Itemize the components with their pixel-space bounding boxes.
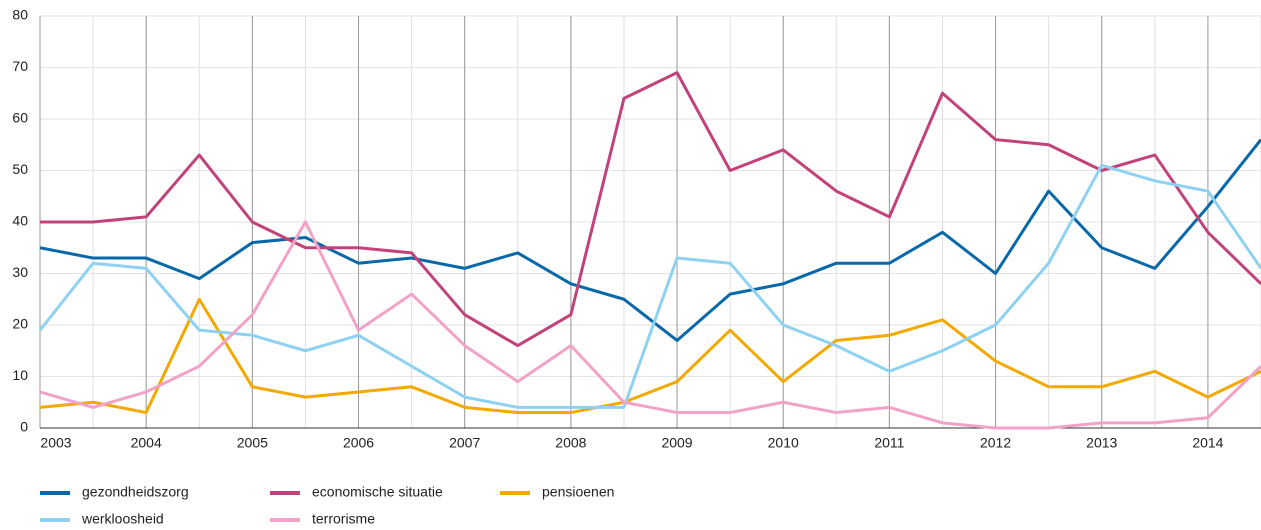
x-tick-label: 2009 <box>661 435 692 451</box>
y-tick-label: 30 <box>12 264 28 280</box>
series-line <box>38 163 1261 409</box>
x-tick-label: 2010 <box>768 435 799 451</box>
series-line <box>39 297 1261 415</box>
x-tick-label: 2006 <box>343 435 374 451</box>
y-tick-label: 40 <box>12 213 28 229</box>
y-tick-label: 60 <box>12 110 28 126</box>
x-tick-label: 2005 <box>237 435 268 451</box>
x-tick-label: 2014 <box>1192 435 1223 451</box>
x-tick-label: 2012 <box>980 435 1011 451</box>
series-line <box>39 138 1261 342</box>
y-tick-label: 10 <box>12 367 28 383</box>
legend-label: economische situatie <box>312 484 443 500</box>
series-line <box>40 71 1261 348</box>
y-tick-label: 0 <box>20 419 28 435</box>
legend-label: gezondheidszorg <box>82 484 189 500</box>
series-line <box>39 220 1261 430</box>
y-tick-label: 50 <box>12 161 28 177</box>
legend-label: werkloosheid <box>81 511 164 527</box>
x-tick-label: 2011 <box>874 435 904 451</box>
y-tick-label: 80 <box>12 7 28 23</box>
x-tick-label: 2008 <box>555 435 586 451</box>
x-tick-label: 2003 <box>40 435 71 451</box>
x-tick-label: 2004 <box>131 435 162 451</box>
legend-label: pensioenen <box>542 484 614 500</box>
x-tick-label: 2007 <box>449 435 480 451</box>
x-tick-label: 2013 <box>1086 435 1117 451</box>
y-tick-label: 70 <box>12 58 28 74</box>
legend-label: terrorisme <box>312 511 375 527</box>
y-tick-label: 20 <box>12 316 28 332</box>
